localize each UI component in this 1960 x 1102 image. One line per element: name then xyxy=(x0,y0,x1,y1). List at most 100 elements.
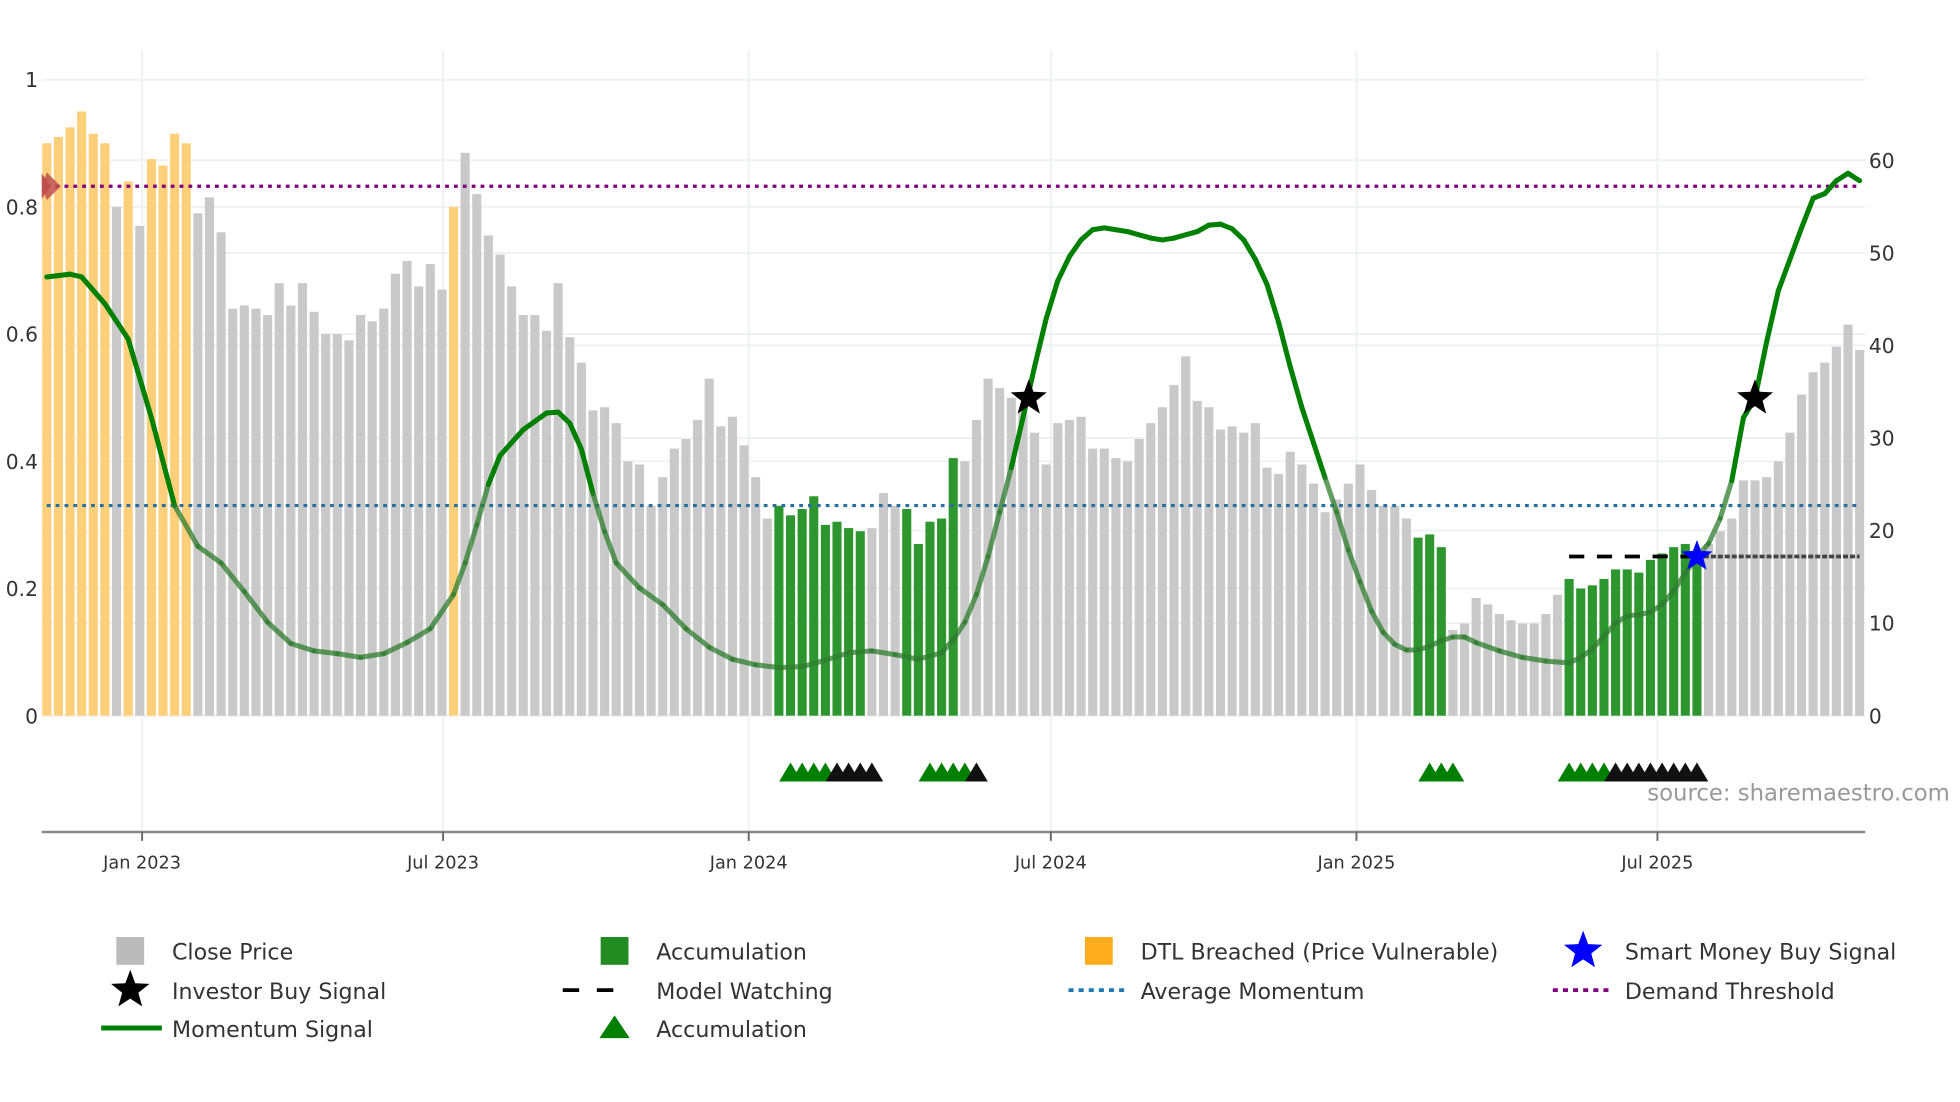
close-price-bar xyxy=(878,493,889,716)
momentum-segment xyxy=(102,301,131,342)
close-price-bar xyxy=(588,410,598,716)
accumulation-bar xyxy=(844,528,854,716)
momentum-segment xyxy=(1241,237,1258,262)
close-price-bar xyxy=(890,505,900,716)
momentum-segment xyxy=(1601,620,1619,639)
momentum-segment xyxy=(1798,195,1816,231)
momentum-segment xyxy=(241,589,271,625)
accumulation-bar xyxy=(1576,588,1586,716)
close-price-bar xyxy=(1041,464,1051,716)
close-price-bar xyxy=(727,416,737,716)
close-price-bar xyxy=(1808,372,1818,716)
close-price-bar xyxy=(495,254,505,716)
momentum-segment xyxy=(1717,478,1735,522)
momentum-segment xyxy=(1171,229,1200,241)
close-price-bar xyxy=(1343,483,1353,716)
accumulation-bar xyxy=(855,531,865,716)
momentum-segment xyxy=(1822,178,1839,197)
close-price-bar xyxy=(402,260,412,716)
accumulation-bar xyxy=(1657,553,1667,716)
close-price-bar xyxy=(1076,416,1086,716)
right-tick-label: 20 xyxy=(1869,519,1895,543)
black-star-icon xyxy=(111,969,150,1007)
close-price-bar xyxy=(1529,623,1539,716)
x-tick-label: Jan 2025 xyxy=(1317,854,1396,874)
momentum-segment xyxy=(578,446,596,497)
close-price-bar xyxy=(111,206,122,716)
x-tick-label: Jul 2023 xyxy=(406,854,479,874)
legend-label: DTL Breached (Price Vulnerable) xyxy=(1141,940,1499,966)
momentum-segment xyxy=(485,453,503,487)
accumulation-bar xyxy=(1634,572,1644,716)
close-price-bar xyxy=(1367,489,1377,716)
dtl-breached-bar xyxy=(65,127,75,716)
close-price-bar xyxy=(716,426,726,716)
right-tick-label: 10 xyxy=(1869,612,1895,636)
close-price-bar xyxy=(1030,432,1040,716)
momentum-segment xyxy=(1543,658,1572,666)
dtl-breached-bar xyxy=(123,181,133,716)
close-price-bar xyxy=(1785,432,1795,716)
right-tick-label: 60 xyxy=(1869,149,1895,173)
close-price-bar xyxy=(1727,518,1737,716)
momentum-segment xyxy=(520,410,550,433)
close-price-bar xyxy=(1169,384,1179,716)
close-price-bar xyxy=(414,286,424,716)
close-price-bar xyxy=(251,308,261,716)
momentum-segment xyxy=(1101,225,1131,235)
close-price-bar xyxy=(1738,480,1748,716)
momentum-segment xyxy=(1276,319,1293,370)
close-price-bar xyxy=(611,423,621,716)
momentum-segment xyxy=(265,619,294,647)
momentum-segment xyxy=(729,656,759,668)
legend-label: Accumulation xyxy=(656,1017,807,1043)
close-price-bar xyxy=(1215,429,1226,716)
momentum-segment xyxy=(915,650,945,662)
close-price-bar xyxy=(1006,397,1016,716)
accumulation-bar xyxy=(1425,534,1435,716)
momentum-segment xyxy=(1032,316,1049,370)
momentum-segment xyxy=(1066,237,1084,260)
momentum-segment xyxy=(358,651,387,660)
momentum-segment xyxy=(288,640,317,654)
legend-item: Momentum Signal xyxy=(101,1017,373,1043)
x-tick-label: Jan 2024 xyxy=(709,854,788,874)
momentum-segment xyxy=(1729,415,1746,484)
accumulation-bar xyxy=(925,521,935,716)
momentum-segment xyxy=(1008,415,1026,471)
close-price-bar xyxy=(135,225,145,716)
dtl-breached-bar xyxy=(88,133,98,716)
close-price-bar xyxy=(193,213,203,716)
legend-label: Average Momentum xyxy=(1141,979,1365,1005)
momentum-segment xyxy=(1124,229,1154,241)
legend-item: Average Momentum xyxy=(1068,979,1365,1005)
close-price-bar xyxy=(1378,505,1388,716)
momentum-segment xyxy=(1043,278,1061,322)
momentum-segment xyxy=(939,637,956,656)
momentum-segment xyxy=(753,662,782,671)
momentum-segment xyxy=(195,543,224,566)
dtl-breached-bar xyxy=(100,143,110,716)
close-price-bar xyxy=(1390,505,1400,716)
close-price-bar xyxy=(681,439,691,716)
momentum-segment xyxy=(1496,648,1526,660)
close-price-bar xyxy=(1831,346,1841,716)
green-square-icon xyxy=(600,936,629,965)
close-price-bar xyxy=(263,314,273,716)
legend-label: Investor Buy Signal xyxy=(172,979,386,1005)
accumulation-bar xyxy=(937,518,947,716)
momentum-segment xyxy=(125,336,154,421)
right-tick-label: 30 xyxy=(1869,427,1895,451)
accumulation-bar xyxy=(774,505,784,716)
close-price-bar xyxy=(390,273,400,716)
momentum-segment xyxy=(1252,256,1270,287)
close-price-bar xyxy=(472,194,482,716)
close-price-bar xyxy=(1459,623,1470,716)
close-price-bar xyxy=(216,232,226,716)
close-price-bar xyxy=(239,305,249,716)
close-price-bar xyxy=(1064,419,1074,716)
close-price-bar xyxy=(1262,467,1272,716)
accumulation-bar xyxy=(797,508,807,716)
close-price-bar xyxy=(1285,451,1295,716)
